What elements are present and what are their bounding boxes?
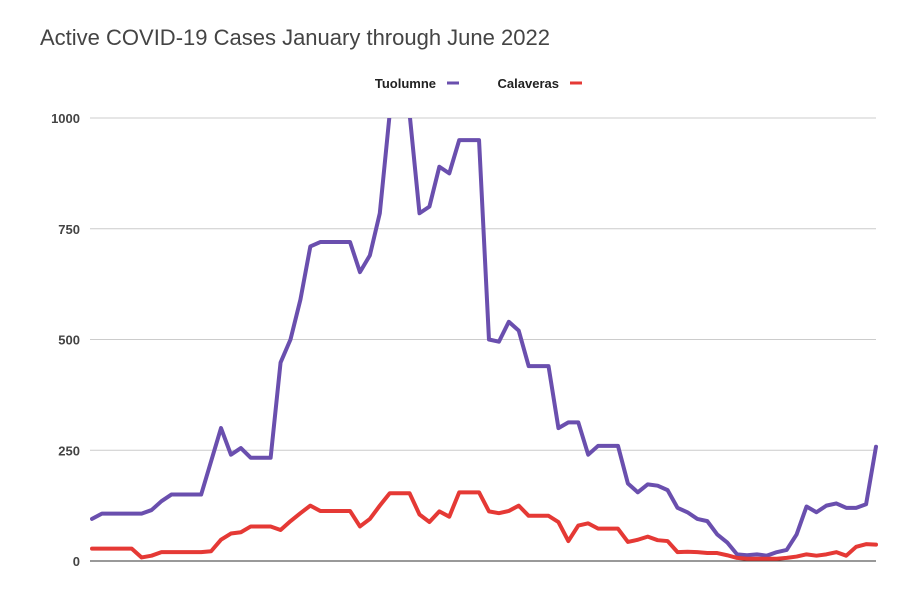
y-tick-label-750: 750 <box>58 222 80 237</box>
legend: Tuolumne Calaveras <box>375 76 582 91</box>
y-tick-label-1000: 1000 <box>51 111 80 126</box>
y-tick-label-500: 500 <box>58 333 80 348</box>
series-lines <box>90 118 878 561</box>
y-tick-label-0: 0 <box>73 554 80 569</box>
y-axis-ticks: 0 250 500 750 1000 <box>51 111 80 569</box>
y-tick-label-250: 250 <box>58 443 80 458</box>
series-line-tuolumne <box>90 118 878 558</box>
series-line-calaveras <box>90 490 878 561</box>
legend-label-calaveras: Calaveras <box>498 76 559 91</box>
chart-title: Active COVID-19 Cases January through Ju… <box>40 25 550 50</box>
legend-label-tuolumne: Tuolumne <box>375 76 436 91</box>
